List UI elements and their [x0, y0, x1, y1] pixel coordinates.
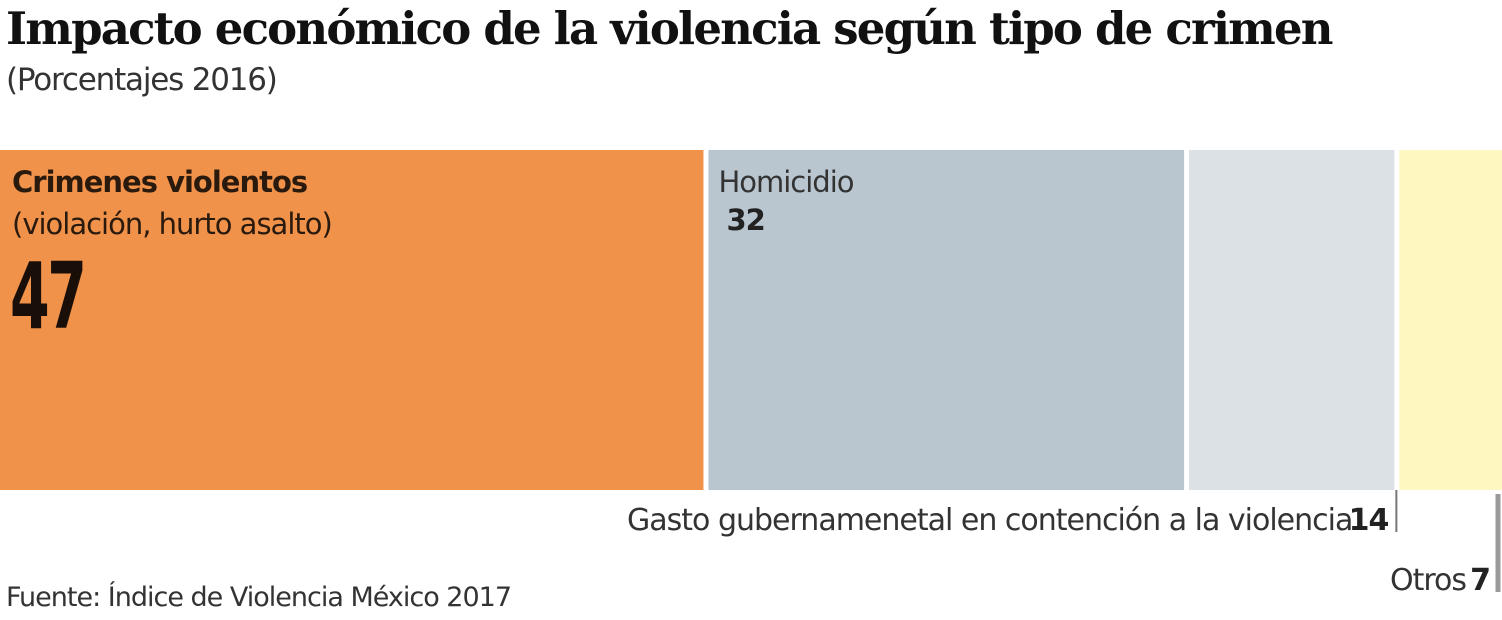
bar-segment-2	[708, 150, 1185, 490]
chart-subtitle: (Porcentajes 2016)	[6, 62, 278, 98]
segment-label: Gasto gubernamenetal en contención a la …	[627, 503, 1352, 538]
chart-source: Fuente: Índice de Violencia México 2017	[6, 582, 512, 613]
segment-label: Otros	[1390, 563, 1466, 598]
bar-segment-4	[1399, 150, 1502, 490]
segment-label: Crimenes violentos	[12, 165, 307, 199]
data-label: 7	[1470, 563, 1490, 598]
data-label: 47	[10, 244, 84, 351]
chart-title: Impacto económico de la violencia según …	[6, 2, 1334, 55]
data-label: 14	[1349, 503, 1389, 538]
bar-segment-3	[1189, 150, 1395, 490]
segment-label: Homicidio	[718, 165, 853, 199]
segment-note: (violación, hurto asalto)	[12, 207, 332, 241]
bar-segment-1	[0, 150, 704, 490]
data-label: 32	[726, 203, 764, 237]
